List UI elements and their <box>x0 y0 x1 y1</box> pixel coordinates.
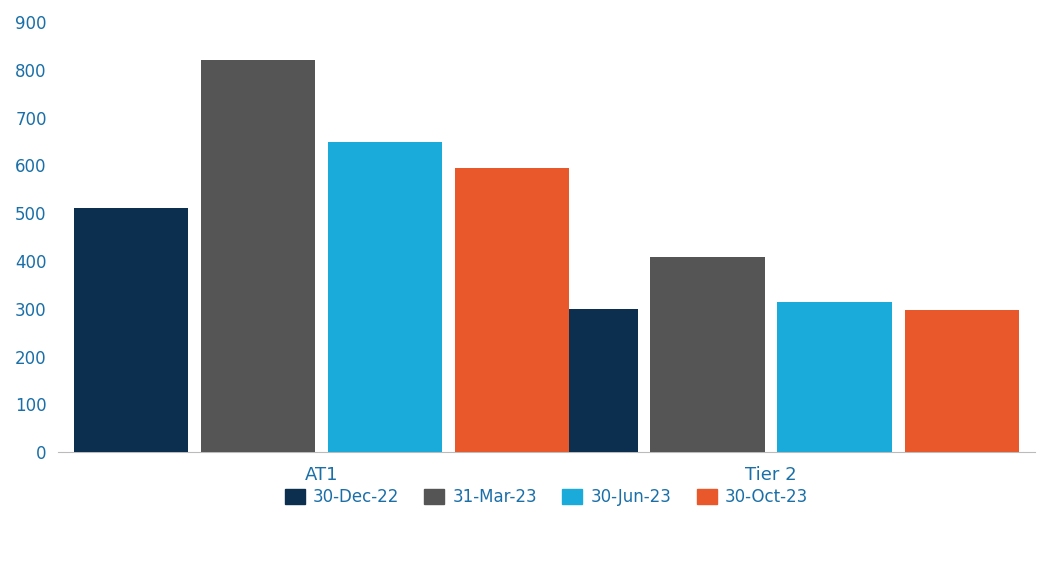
Legend: 30-Dec-22, 31-Mar-23, 30-Jun-23, 30-Oct-23: 30-Dec-22, 31-Mar-23, 30-Jun-23, 30-Oct-… <box>278 482 815 513</box>
Bar <box>74 209 188 452</box>
Bar <box>455 168 569 452</box>
Bar <box>523 309 637 452</box>
Bar <box>201 60 315 452</box>
Bar <box>650 257 764 452</box>
Bar <box>904 310 1018 452</box>
Bar <box>328 142 442 452</box>
Bar <box>777 302 891 452</box>
